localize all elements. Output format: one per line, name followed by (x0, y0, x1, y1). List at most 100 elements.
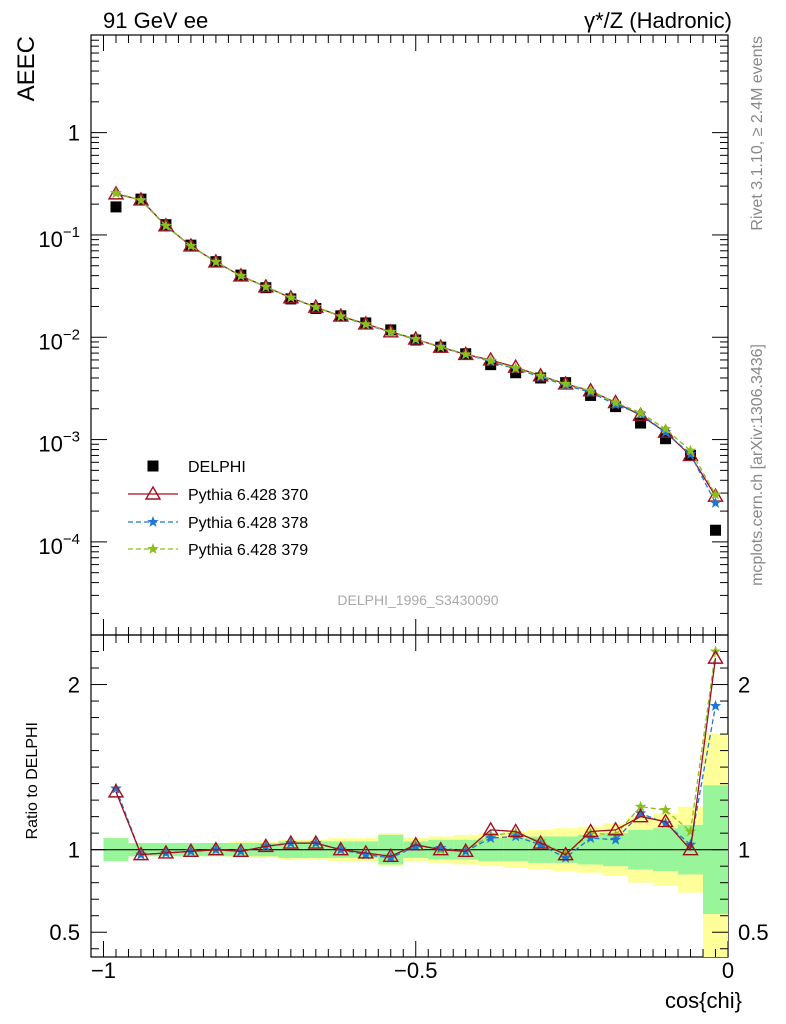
pythia-379-point (659, 422, 672, 434)
x-tick-label: −0.5 (394, 958, 437, 983)
y-tick-label: 10−1 (38, 224, 80, 252)
ratio-series-group (107, 645, 724, 863)
main-ylabel: AEEC (13, 36, 40, 101)
pythia-379-point (385, 325, 397, 337)
ratio-pythia-378-point (659, 817, 672, 829)
pythia-370-point (682, 447, 699, 462)
pythia-379-point (435, 341, 447, 353)
pythia-379-point (160, 219, 172, 231)
ratio-pythia-378-point (534, 838, 547, 850)
pythia-379-point (410, 333, 422, 344)
pythia-379-point (460, 348, 472, 360)
ratio-pythia-370-point (482, 821, 499, 836)
delphi-point (660, 433, 672, 445)
axes-ticks: 110−110−210−310−4−1 −0.5 00.5 0.51 12 2 (38, 34, 769, 983)
ratio-y-tick-label-right: 2 (738, 673, 750, 698)
ratio-pythia-370-point (232, 842, 250, 858)
ratio-pythia-370-point (582, 823, 599, 838)
ratio-pythia-370-point (407, 836, 424, 851)
y-tick-label: 10−4 (38, 531, 80, 559)
ratio-pythia-378-point (709, 700, 722, 711)
ratio-pythia-370-point (507, 823, 524, 838)
ratio-y-tick-label: 2 (68, 673, 80, 698)
ratio-pythia-379-point (684, 825, 697, 837)
pythia-379-point (559, 377, 572, 389)
ratio-pythia-370-point (657, 813, 674, 828)
header-right: γ*/Z (Hadronic) (584, 8, 732, 33)
ratio-pythia-378-point (435, 842, 447, 853)
ratio-pythia-370-point (457, 842, 474, 858)
pythia-379-point (210, 255, 222, 267)
ratio-pythia-370-point (532, 834, 549, 849)
ratio-plot-frame (90, 634, 729, 958)
y-tick-label: 10−3 (38, 429, 80, 457)
ratio-pythia-370-point (357, 844, 375, 859)
legend-label: Pythia 6.428 378 (188, 515, 308, 532)
main-plot-frame (90, 34, 729, 636)
ratio-pythia-378-point (410, 840, 422, 852)
legend-label: Pythia 6.428 370 (188, 487, 308, 504)
pythia-379-point (634, 406, 647, 418)
header-left: 91 GeV ee (103, 8, 208, 33)
ratio-pythia-378-point (584, 832, 597, 843)
ratio-pythia-378-point (110, 782, 122, 794)
ratio-pythia-370-point (182, 842, 200, 858)
side-label-mcplots: mcplots.cern.ch [arXiv:1306.3436] (749, 344, 766, 586)
pythia-379-point (360, 318, 372, 330)
ratio-pythia-378-point (360, 848, 372, 860)
ratio-pythia-370-point (607, 821, 624, 836)
ratio-pythia-378-point (684, 838, 697, 850)
pythia-379-point (185, 239, 197, 251)
ratio-pythia-370-point (557, 846, 574, 861)
pythia-378-point (659, 426, 672, 438)
pythia-379-point (285, 291, 297, 303)
ratio-pythia-378-point (559, 851, 572, 863)
ratio-pythia-370-point (207, 841, 225, 856)
side-label-rivet: Rivet 3.1.10, ≥ 2.4M events (749, 36, 766, 231)
ratio-pythia-370-point (257, 837, 275, 853)
legend-label: Pythia 6.428 379 (188, 542, 308, 559)
legend-marker (144, 485, 162, 500)
pythia-379-point (484, 354, 497, 366)
pythia-379-point (110, 187, 122, 199)
main-series-group (107, 185, 724, 536)
ratio-pythia-370-point (132, 846, 150, 861)
ratio-pythia-370-point (707, 649, 724, 664)
pythia-379-point (534, 369, 547, 381)
ratio-ylabel: Ratio to DELPHI (24, 722, 41, 839)
ratio-y-tick-label: 1 (68, 838, 80, 863)
delphi-point (110, 201, 122, 213)
y-tick-label: 1 (68, 121, 80, 146)
ratio-pythia-370-point (382, 847, 399, 862)
delphi-point (710, 524, 722, 536)
pythia-379-point (310, 301, 322, 312)
y-tick-label: 10−2 (38, 326, 80, 354)
ratio-pythia-370-line (115, 658, 717, 857)
pythia-379-point (260, 280, 272, 292)
ratio-y-tick-label: 0.5 (49, 920, 80, 945)
ratio-pythia-378-point (484, 832, 497, 843)
delphi-point (635, 417, 647, 429)
legend-marker (147, 516, 159, 527)
pythia-378-line (115, 192, 717, 504)
ratio-pythia-370-point (107, 783, 125, 798)
ratio-pythia-370-point (307, 834, 325, 849)
pythia-379-point (609, 396, 622, 408)
pythia-378-point (684, 448, 697, 460)
legend-label: DELPHI (188, 459, 246, 476)
pythia-379-point (709, 488, 722, 500)
pythia-379-point (684, 444, 697, 456)
ratio-pythia-378-point (609, 833, 622, 845)
xlabel: cos{chi} (665, 988, 742, 1013)
ratio-pythia-370-point (632, 808, 649, 823)
ratio-pythia-379-point (634, 800, 647, 812)
pythia-379-point (135, 194, 147, 206)
x-tick-label: −1 (91, 958, 116, 983)
ratio-pythia-378-point (385, 851, 397, 863)
x-tick-label: 0 (722, 958, 734, 983)
ratio-pythia-370-point (332, 841, 350, 856)
ratio-pythia-370-point (432, 841, 449, 856)
pythia-379-point (584, 384, 597, 396)
ratio-pythia-370-point (682, 841, 699, 856)
ratio-y-tick-label-right: 0.5 (738, 920, 769, 945)
